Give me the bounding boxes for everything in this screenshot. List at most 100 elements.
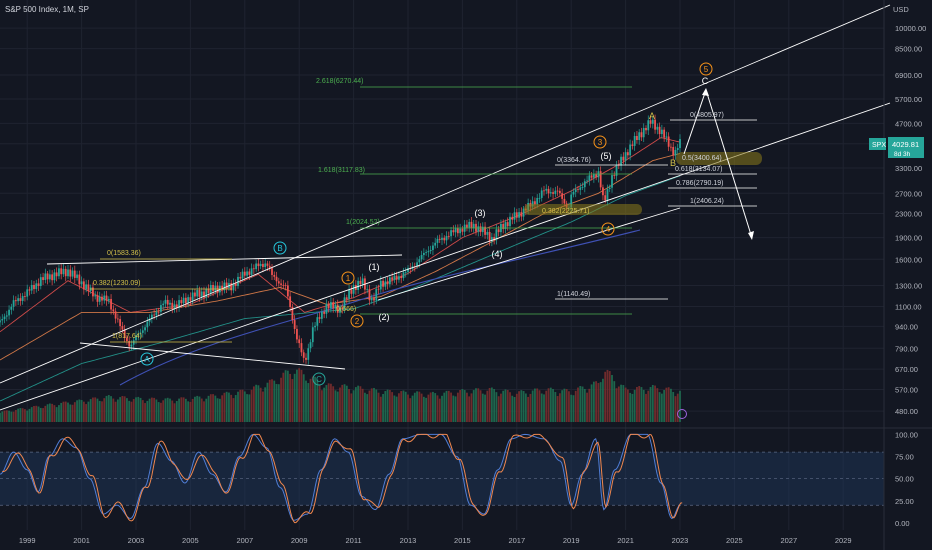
volume-bar [583, 388, 586, 422]
candle-body [599, 171, 602, 188]
candle-body [470, 221, 473, 228]
last-price: 4029.81 [892, 140, 919, 149]
long-term-average-line [119, 229, 641, 386]
candle-body [379, 280, 382, 290]
volume-bar [445, 390, 448, 422]
volume-bar [132, 399, 135, 422]
candle-body [404, 272, 407, 273]
volume-bar [141, 400, 144, 422]
candle-body [243, 271, 246, 276]
volume-bar [198, 396, 201, 422]
moving-average-line [0, 137, 681, 333]
volume-bar [307, 383, 310, 422]
fib-label-2790: 0.786(2790.19) [676, 180, 723, 187]
volume-bar [121, 396, 124, 422]
candle-body [119, 319, 122, 327]
candle-body [658, 126, 661, 135]
event-icon[interactable] [677, 409, 687, 419]
volume-bar [62, 401, 65, 422]
candle-body [595, 174, 598, 178]
volume-bar [640, 387, 643, 422]
volume-bar [459, 389, 462, 422]
candle-body [225, 282, 228, 288]
candle-body [620, 156, 622, 166]
price-tick-label: 670.00 [895, 365, 918, 374]
candle-body [660, 129, 663, 135]
volume-bar [586, 392, 588, 422]
volume-bar [452, 395, 455, 422]
volume-bar [649, 387, 652, 422]
volume-bar [613, 381, 616, 422]
candle-body [361, 278, 364, 285]
volume-bar [330, 383, 332, 422]
volume-bar [203, 401, 205, 422]
oscillator-tick-label: 100.00 [895, 430, 918, 439]
candle-body [558, 190, 561, 194]
volume-bar [404, 391, 407, 422]
candle-body [248, 271, 251, 275]
candle-body [85, 284, 88, 290]
time-tick-label: 2005 [182, 536, 199, 545]
candle-body [398, 276, 400, 280]
candle-body [153, 314, 156, 316]
candle-body [178, 300, 180, 308]
candle-body [107, 298, 110, 301]
candle-body [563, 198, 566, 204]
volume-bar [486, 390, 489, 422]
volume-bar [239, 389, 242, 422]
volume-bar [538, 390, 541, 422]
candle-body [241, 271, 244, 279]
volume-bar [255, 384, 258, 422]
w3-orange-shape [593, 135, 607, 149]
volume-bar [400, 391, 403, 422]
candle-body [305, 357, 307, 360]
volume-bar [549, 387, 552, 422]
volume-bar [599, 382, 602, 422]
volume-bar [595, 381, 598, 422]
wave-1-white: (1) [369, 262, 380, 272]
price-tick-label: 1100.00 [895, 303, 922, 312]
volume-bar [44, 405, 47, 422]
candle-body [447, 235, 450, 237]
candle-body [155, 311, 158, 316]
price-badge[interactable]: SPX 4029.81 8d 3h [869, 137, 924, 158]
currency-label: USD [893, 5, 909, 14]
volume-bar [39, 407, 42, 422]
candle-body [570, 194, 573, 208]
candle-body [180, 300, 183, 304]
candle-body [676, 148, 679, 151]
wave-4-orange: 4 [606, 225, 611, 234]
candle-body [554, 190, 557, 194]
volume-bar [69, 404, 72, 422]
volume-bar [422, 396, 425, 422]
candle-body [164, 299, 167, 304]
volume-bar [126, 398, 128, 422]
candle-body [509, 216, 511, 227]
price-candles [0, 114, 681, 365]
candle-body [160, 305, 162, 312]
candle-body [69, 269, 72, 277]
candle-body [150, 314, 153, 319]
candle-body [105, 295, 108, 301]
volume-bar [461, 389, 464, 422]
candle-body [472, 223, 475, 228]
candle-body [110, 298, 112, 310]
bar-countdown: 8d 3h [894, 151, 911, 158]
volume-bar [37, 406, 40, 422]
projection-arrow-up [702, 88, 709, 96]
chart-title: S&P 500 Index, 1M, SP [5, 5, 89, 14]
candle-body [388, 277, 391, 285]
volume-bar [5, 410, 8, 422]
candle-body [101, 296, 103, 301]
volume-bar [320, 390, 323, 422]
candle-body [318, 317, 321, 319]
volume-bar [366, 394, 369, 422]
volume-bar [19, 408, 22, 422]
candle-body [540, 190, 543, 198]
volume-bar [513, 396, 516, 422]
candle-body [490, 237, 493, 242]
candle-body [10, 306, 13, 310]
wave-3-white: (3) [475, 208, 486, 218]
w1-orange-shape [341, 271, 355, 285]
